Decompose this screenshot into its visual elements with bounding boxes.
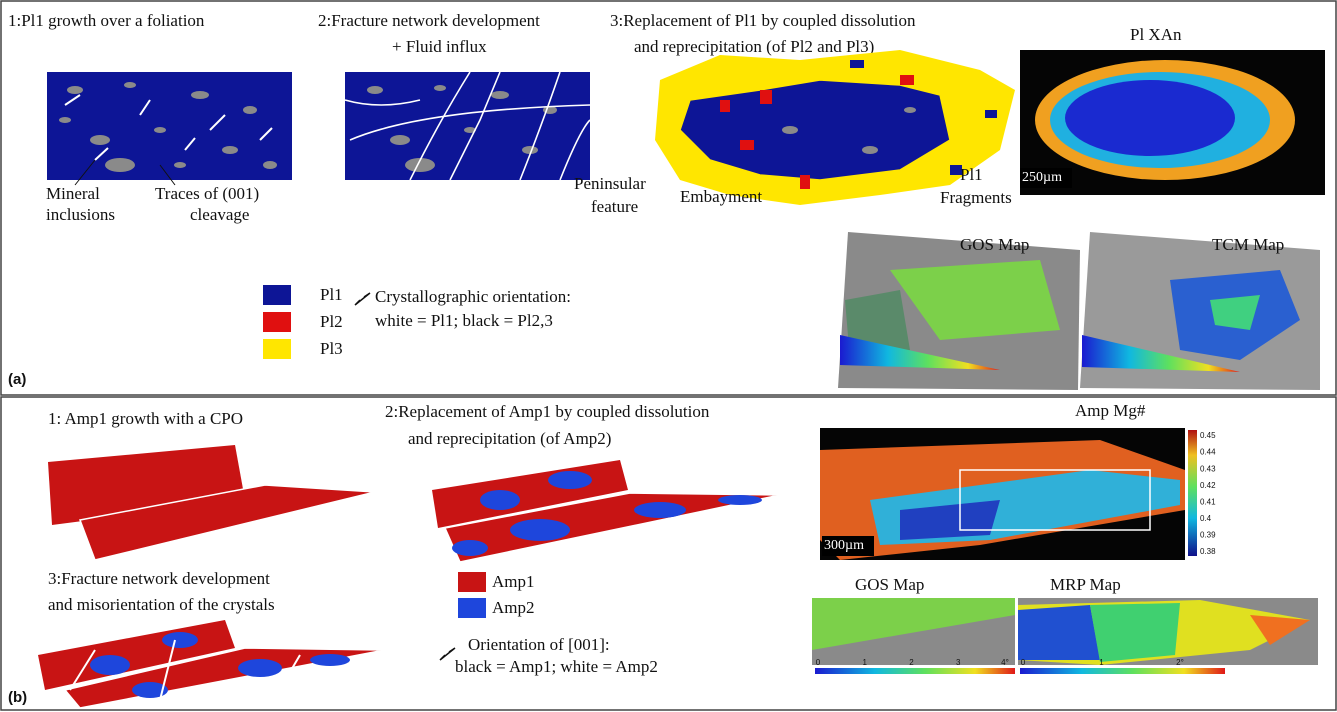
annotation: Embayment bbox=[680, 187, 762, 206]
legend-swatch bbox=[263, 339, 291, 359]
tcm-map bbox=[1080, 232, 1320, 390]
map-title: Pl XAn bbox=[1130, 25, 1182, 44]
map-title: TCM Map bbox=[1212, 235, 1284, 254]
note: Crystallographic orientation: bbox=[375, 287, 571, 306]
map-title: GOS Map bbox=[960, 235, 1029, 254]
replaced-crystal bbox=[655, 50, 1015, 205]
step-title: 2:Replacement of Amp1 by coupled dissolu… bbox=[385, 402, 710, 421]
fractured-crystal bbox=[344, 71, 591, 181]
step-title: and misorientation of the crystals bbox=[48, 595, 275, 614]
panel-frame bbox=[0, 0, 1337, 396]
pointer bbox=[74, 159, 96, 186]
annotation: inclusions bbox=[46, 205, 115, 224]
step-title: 3:Fracture network development bbox=[48, 569, 270, 588]
orientation-arrow bbox=[354, 292, 371, 306]
step-title: 2:Fracture network development bbox=[318, 11, 540, 30]
scale-bar: 250µm bbox=[1022, 170, 1062, 185]
scale-bar: 300µm bbox=[824, 538, 864, 553]
map-title: MRP Map bbox=[1050, 575, 1121, 594]
legend-swatch bbox=[263, 312, 291, 332]
map-title: Amp Mg# bbox=[1075, 401, 1146, 420]
colorbar-label: 0 bbox=[1021, 658, 1026, 667]
note: white = Pl1; black = Pl2,3 bbox=[375, 311, 553, 330]
colorbar-label: 0.42 bbox=[1200, 481, 1216, 490]
annotation: Traces of (001) bbox=[155, 184, 259, 203]
annotation: feature bbox=[591, 197, 638, 216]
legend-swatch bbox=[263, 285, 291, 305]
annotation: Pl1 bbox=[960, 165, 983, 184]
gos-map bbox=[838, 232, 1080, 390]
colorbar-label: 0.44 bbox=[1200, 448, 1216, 457]
mg-map bbox=[820, 428, 1197, 560]
colorbar-label: 0.4 bbox=[1200, 514, 1212, 523]
colorbar-label: 2° bbox=[1176, 658, 1184, 667]
colorbar-label: 0.43 bbox=[1200, 464, 1216, 473]
colorbar-label: 0.45 bbox=[1200, 431, 1216, 440]
panel-label: (b) bbox=[8, 689, 27, 706]
colorbar-label: 0 bbox=[816, 658, 821, 667]
map-title: GOS Map bbox=[855, 575, 924, 594]
colorbar-label: 2 bbox=[909, 658, 914, 667]
legend-swatch bbox=[458, 598, 486, 618]
replacing-amp bbox=[432, 460, 781, 563]
pointer bbox=[159, 164, 176, 186]
colorbar-label: 0.41 bbox=[1200, 497, 1216, 506]
panel-label: (a) bbox=[8, 371, 26, 388]
colorbar-label: 0.38 bbox=[1200, 547, 1216, 556]
colorbar-label: 4° bbox=[1001, 658, 1009, 667]
legend-label: Pl2 bbox=[320, 312, 343, 331]
colorbar-label: 1 bbox=[1099, 658, 1104, 667]
legend-label: Amp2 bbox=[492, 598, 535, 617]
annotation: Fragments bbox=[940, 188, 1012, 207]
orientation-arrow bbox=[439, 647, 456, 661]
legend-swatch bbox=[458, 572, 486, 592]
colorbar-label: 3 bbox=[956, 658, 961, 667]
gos-map-b bbox=[812, 598, 1015, 674]
annotation: Mineral bbox=[46, 184, 100, 203]
mrp-map bbox=[1018, 598, 1318, 674]
amp1-crystals bbox=[48, 445, 376, 561]
pl1-crystal bbox=[47, 72, 292, 180]
fractured-amp bbox=[38, 620, 386, 709]
legend-label: Pl3 bbox=[320, 339, 343, 358]
legend-label: Amp1 bbox=[492, 572, 535, 591]
step-title: and reprecipitation (of Pl2 and Pl3) bbox=[634, 37, 874, 56]
note: Orientation of [001]: bbox=[468, 635, 610, 654]
annotation: Peninsular bbox=[574, 174, 646, 193]
step-title: 1:Pl1 growth over a foliation bbox=[8, 11, 205, 30]
annotation: cleavage bbox=[190, 205, 249, 224]
step-title: + Fluid influx bbox=[392, 37, 487, 56]
step-title: and reprecipitation (of Amp2) bbox=[408, 429, 611, 448]
step-title: 3:Replacement of Pl1 by coupled dissolut… bbox=[610, 11, 916, 30]
colorbar-label: 1 bbox=[863, 658, 868, 667]
note: black = Amp1; white = Amp2 bbox=[455, 657, 658, 676]
step-title: 1: Amp1 growth with a CPO bbox=[48, 409, 243, 428]
legend-label: Pl1 bbox=[320, 285, 343, 304]
xan-map bbox=[1020, 50, 1325, 195]
panel-frame bbox=[0, 396, 1337, 711]
colorbar-label: 0.39 bbox=[1200, 531, 1216, 540]
